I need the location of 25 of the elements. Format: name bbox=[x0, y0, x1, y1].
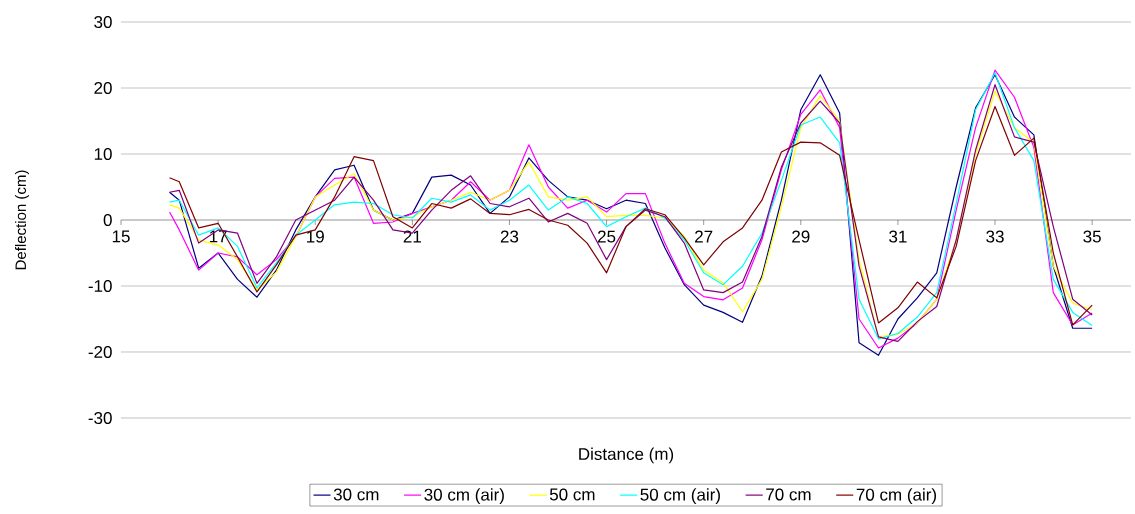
y-tick-label: 0 bbox=[103, 213, 112, 227]
y-tick-label: -10 bbox=[88, 279, 112, 293]
y-tick-label: 30 bbox=[94, 15, 112, 29]
x-tick-label: 15 bbox=[112, 230, 130, 243]
x-tick-label: 23 bbox=[500, 230, 519, 243]
y-tick-label: 20 bbox=[94, 81, 112, 95]
legend-label: 70 cm bbox=[766, 488, 811, 501]
x-tick-label: 31 bbox=[889, 230, 907, 243]
y-tick-label: -30 bbox=[88, 411, 112, 425]
x-tick-label: 33 bbox=[986, 230, 1004, 243]
x-axis-title: Distance (m) bbox=[579, 447, 674, 464]
y-tick-label: 10 bbox=[94, 147, 112, 161]
legend-label: 30 cm bbox=[333, 488, 379, 501]
legend-label: 70 cm (air) bbox=[856, 488, 937, 505]
legend-label: 50 cm bbox=[549, 488, 595, 501]
y-axis-title: Deflection (cm) bbox=[15, 170, 29, 270]
x-tick-label: 19 bbox=[307, 230, 324, 243]
x-tick-label: 35 bbox=[1083, 230, 1101, 243]
x-tick-label: 27 bbox=[695, 230, 713, 243]
legend-label: 50 cm (air) bbox=[640, 488, 720, 505]
x-tick-label: 25 bbox=[597, 230, 616, 243]
x-tick-label: 21 bbox=[403, 230, 421, 243]
legend-label: 30 cm (air) bbox=[424, 488, 504, 505]
y-tick-label: -20 bbox=[88, 345, 112, 359]
x-tick-label: 29 bbox=[792, 230, 810, 243]
